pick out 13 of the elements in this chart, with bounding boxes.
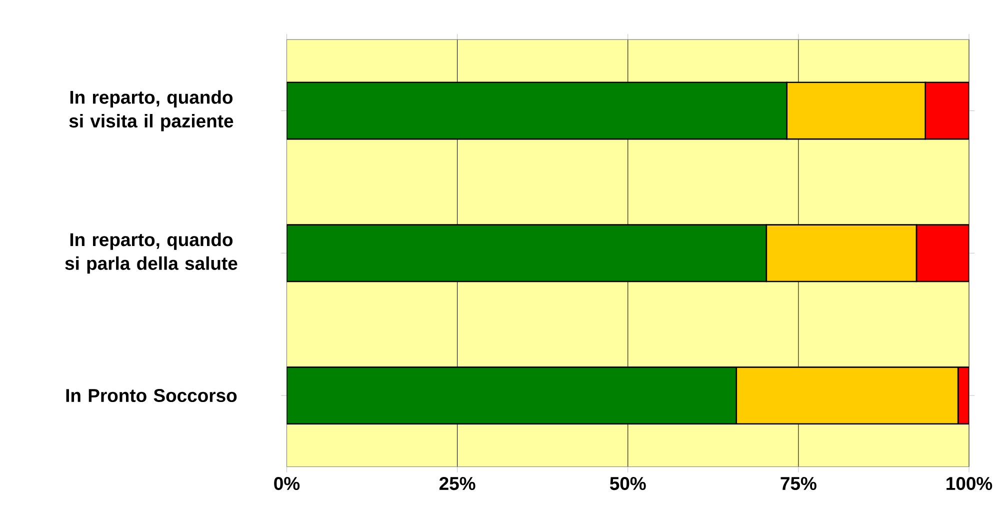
bar — [924, 82, 970, 140]
y-tick-label: In reparto, quando si visita il paziente — [69, 90, 234, 132]
bar — [916, 224, 970, 282]
x-tick-label: 0% — [274, 476, 300, 490]
bar — [286, 366, 738, 424]
x-tick-label: 50% — [610, 476, 646, 490]
x-tick-label: 100% — [946, 476, 992, 490]
y-tick-label: In Pronto Soccorso — [66, 388, 237, 402]
y-tick-label: In reparto, quando si parla della salute — [65, 232, 238, 274]
x-tick-label: 25% — [439, 476, 476, 490]
bar — [286, 82, 788, 140]
x-tick-label: 75% — [780, 476, 816, 490]
bar — [286, 224, 768, 282]
